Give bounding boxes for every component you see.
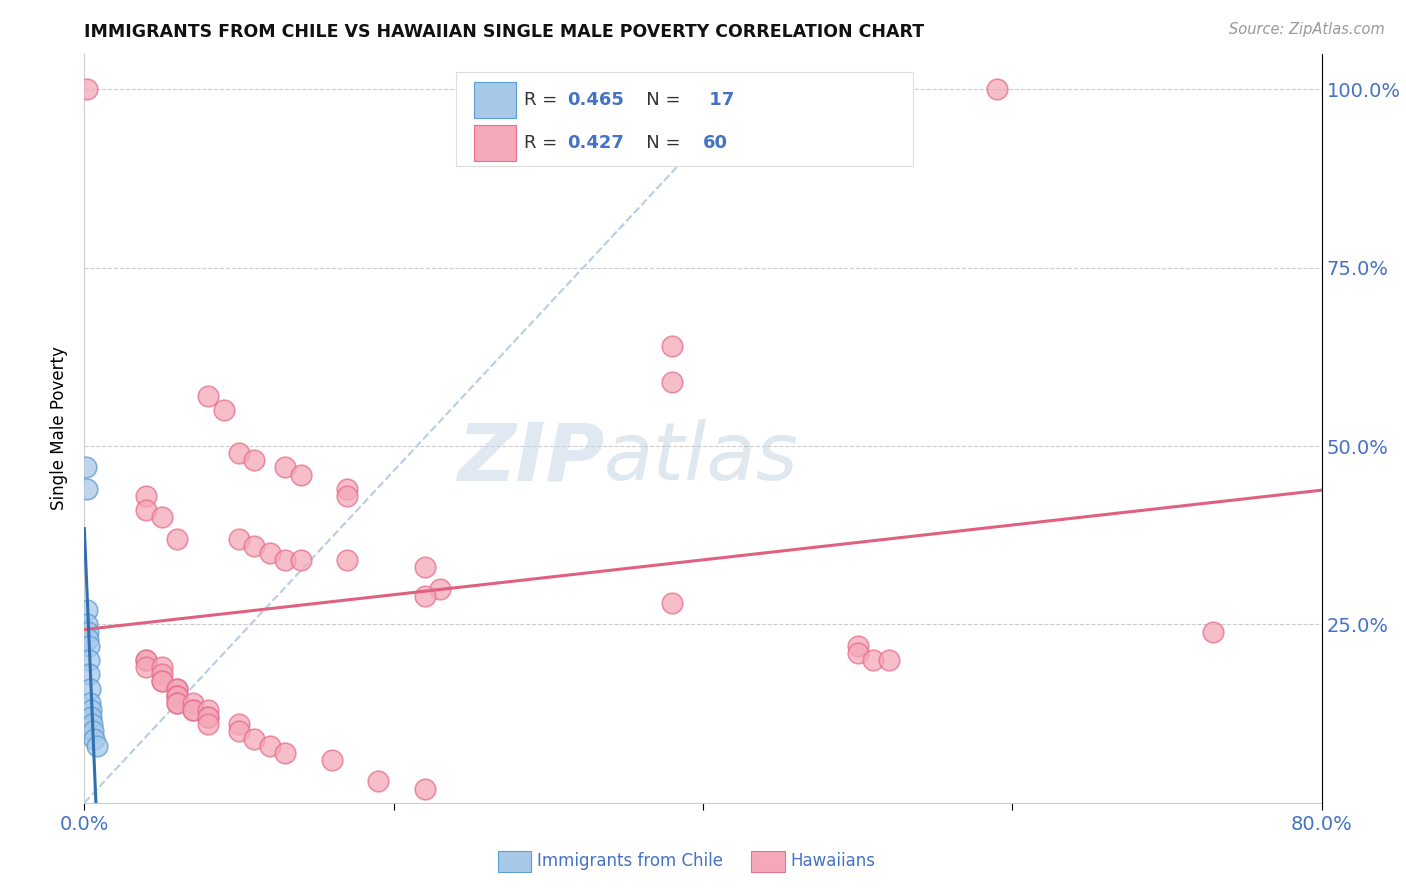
Point (82, 717, 104, 731)
Point (76, 617, 98, 632)
Y-axis label: Single Male Poverty: Single Male Poverty (51, 346, 69, 510)
Point (274, 460, 297, 475)
Text: R =: R = (523, 134, 562, 153)
Point (986, 82, 1008, 96)
Point (197, 703, 219, 717)
Text: Source: ZipAtlas.com: Source: ZipAtlas.com (1229, 22, 1385, 37)
Point (1202, 624, 1225, 639)
Point (259, 739, 281, 753)
Text: R =: R = (523, 91, 562, 109)
Point (197, 710, 219, 724)
Point (181, 703, 204, 717)
Point (79, 681, 101, 696)
Text: 0.427: 0.427 (567, 134, 624, 153)
Point (661, 375, 683, 389)
Point (243, 453, 266, 467)
Point (336, 553, 359, 567)
Point (79, 667, 101, 681)
Point (228, 724, 250, 739)
Point (228, 532, 250, 546)
Point (135, 660, 157, 674)
Point (166, 696, 188, 710)
Point (197, 717, 219, 731)
Point (243, 539, 266, 553)
Point (150, 510, 173, 524)
Point (166, 689, 188, 703)
FancyBboxPatch shape (474, 126, 516, 161)
Point (413, 781, 436, 796)
Point (80, 703, 103, 717)
Point (290, 553, 312, 567)
Point (76, 624, 98, 639)
Point (77, 653, 100, 667)
Point (150, 667, 173, 681)
Point (77, 639, 100, 653)
Point (135, 653, 157, 667)
Point (212, 403, 235, 417)
Point (321, 753, 343, 767)
Point (135, 653, 157, 667)
Point (413, 560, 436, 574)
Point (77, 632, 100, 646)
Point (76, 482, 98, 496)
Point (166, 696, 188, 710)
Text: N =: N = (628, 91, 686, 109)
Point (166, 689, 188, 703)
Point (83, 731, 105, 746)
Point (166, 681, 188, 696)
Point (336, 489, 359, 503)
Point (181, 696, 204, 710)
Point (75, 460, 97, 475)
Point (79, 696, 101, 710)
Text: IMMIGRANTS FROM CHILE VS HAWAIIAN SINGLE MALE POVERTY CORRELATION CHART: IMMIGRANTS FROM CHILE VS HAWAIIAN SINGLE… (84, 23, 925, 41)
Point (228, 717, 250, 731)
Point (135, 503, 157, 517)
Point (76, 603, 98, 617)
Point (661, 339, 683, 353)
Point (429, 582, 451, 596)
Point (290, 467, 312, 482)
Point (181, 703, 204, 717)
Point (243, 731, 266, 746)
Text: Immigrants from Chile: Immigrants from Chile (537, 852, 723, 870)
Point (150, 674, 173, 689)
Point (413, 589, 436, 603)
Point (82, 724, 104, 739)
Point (274, 746, 297, 760)
Point (846, 646, 869, 660)
Point (367, 774, 389, 789)
Point (336, 482, 359, 496)
Point (80, 710, 103, 724)
Text: N =: N = (628, 134, 686, 153)
Point (197, 710, 219, 724)
Point (274, 553, 297, 567)
Text: atlas: atlas (605, 419, 799, 497)
FancyBboxPatch shape (456, 72, 914, 166)
Point (259, 546, 281, 560)
Point (166, 681, 188, 696)
Text: 17: 17 (703, 91, 734, 109)
FancyBboxPatch shape (474, 82, 516, 118)
Point (150, 660, 173, 674)
Point (877, 653, 900, 667)
Text: Hawaiians: Hawaiians (790, 852, 875, 870)
Point (661, 596, 683, 610)
Point (197, 389, 219, 403)
Point (846, 639, 869, 653)
Point (150, 674, 173, 689)
Text: ZIP: ZIP (457, 419, 605, 497)
Point (135, 489, 157, 503)
Point (228, 446, 250, 460)
Point (86, 739, 108, 753)
Point (166, 689, 188, 703)
Point (76, 82, 98, 96)
Text: 60: 60 (703, 134, 728, 153)
Point (166, 532, 188, 546)
Point (862, 653, 884, 667)
Text: 0.465: 0.465 (567, 91, 624, 109)
